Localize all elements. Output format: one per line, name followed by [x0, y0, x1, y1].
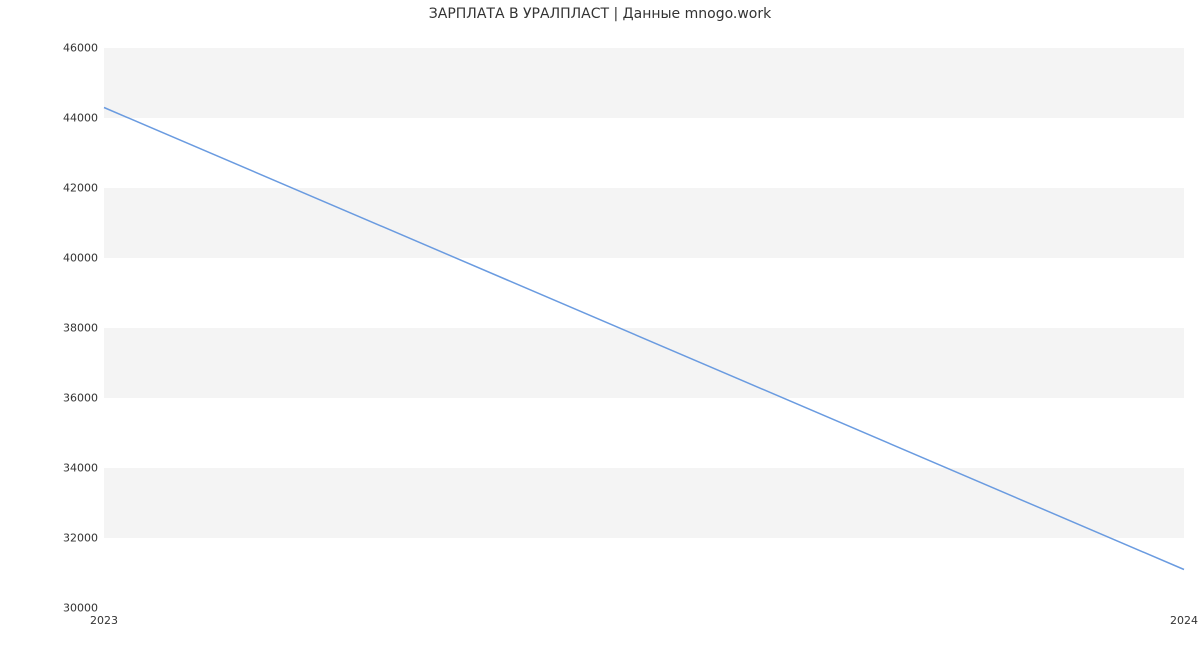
x-tick-label: 2023	[90, 608, 118, 627]
plot-area: 3000032000340003600038000400004200044000…	[104, 48, 1184, 608]
x-tick-label: 2024	[1170, 608, 1198, 627]
y-tick-label: 34000	[63, 462, 104, 475]
line-layer	[104, 48, 1184, 608]
series-salary	[104, 108, 1184, 570]
chart-title: ЗАРПЛАТА В УРАЛПЛАСТ | Данные mnogo.work	[0, 6, 1200, 22]
y-tick-label: 46000	[63, 42, 104, 55]
y-tick-label: 42000	[63, 182, 104, 195]
y-tick-label: 36000	[63, 392, 104, 405]
salary-line-chart: ЗАРПЛАТА В УРАЛПЛАСТ | Данные mnogo.work…	[0, 0, 1200, 650]
y-tick-label: 32000	[63, 532, 104, 545]
y-tick-label: 44000	[63, 112, 104, 125]
y-tick-label: 40000	[63, 252, 104, 265]
y-tick-label: 38000	[63, 322, 104, 335]
